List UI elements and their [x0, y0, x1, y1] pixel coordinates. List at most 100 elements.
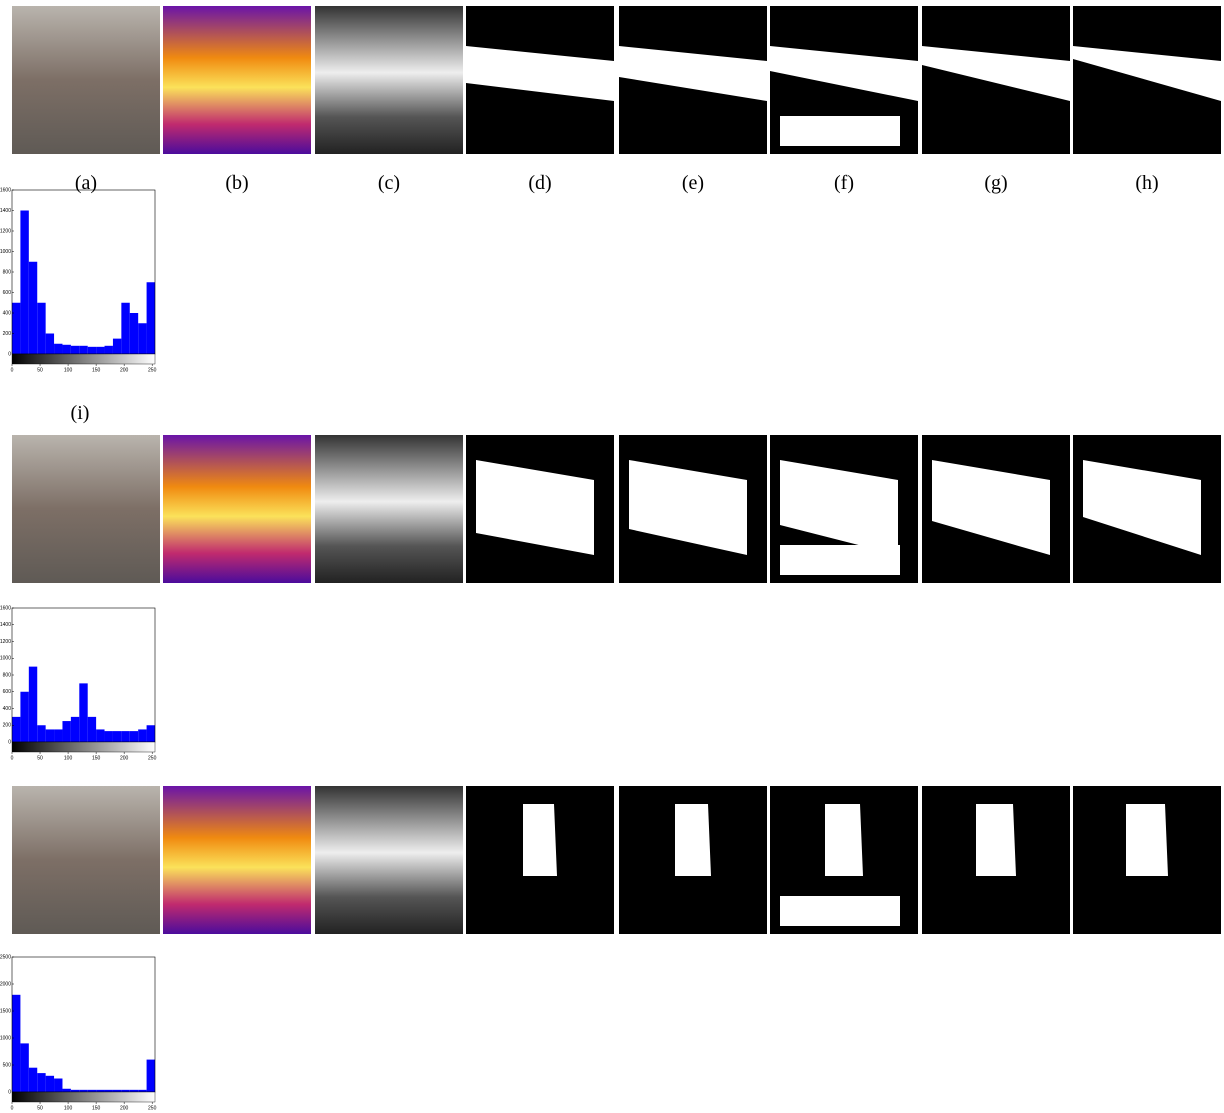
colorbar — [11, 741, 156, 753]
histogram-bar — [28, 1067, 38, 1092]
histogram-bar — [70, 716, 80, 742]
x-tick-label: 250 — [148, 1105, 157, 1111]
mask-region — [675, 804, 711, 876]
histogram-bar — [87, 346, 97, 354]
histogram-bar — [146, 1059, 155, 1092]
histogram-bar — [54, 343, 63, 354]
histogram-bar — [87, 1089, 97, 1092]
histogram-bar — [45, 1075, 55, 1092]
x-tick-label: 0 — [11, 1105, 14, 1111]
histogram-bar — [146, 725, 155, 742]
y-tick-label: 1200 — [0, 228, 11, 234]
x-tick-label: 100 — [64, 367, 73, 373]
histogram-bar — [12, 302, 21, 354]
y-tick-label: 800 — [3, 269, 12, 275]
mask-region — [1126, 804, 1168, 876]
histogram-bar — [45, 333, 55, 354]
mask-region — [466, 46, 614, 101]
panel-label: (b) — [225, 172, 248, 194]
y-tick-label: 0 — [8, 739, 11, 745]
mask-region — [825, 804, 863, 876]
panel-label: (e) — [682, 172, 704, 194]
histogram-bar — [20, 210, 29, 354]
histogram-bar — [104, 345, 113, 354]
histogram-bar — [121, 731, 130, 742]
histogram-bar — [70, 345, 80, 354]
x-tick-label: 0 — [11, 367, 14, 373]
histogram-bar — [20, 691, 29, 742]
histogram-bar — [12, 716, 21, 742]
x-tick-label: 250 — [148, 755, 157, 761]
y-tick-label: 1400 — [0, 208, 11, 214]
mask-region — [523, 804, 557, 876]
image-panel — [163, 435, 311, 583]
mask-region — [1073, 46, 1221, 101]
histogram-bar — [129, 1089, 139, 1092]
panel-label: (g) — [984, 172, 1007, 194]
x-tick-label: 0 — [11, 755, 14, 761]
y-tick-label: 200 — [3, 723, 12, 729]
mask-region — [780, 460, 898, 555]
colorbar — [11, 353, 156, 365]
mask-region — [1083, 460, 1201, 555]
histogram-bar — [112, 731, 122, 742]
y-tick-label: 800 — [3, 672, 12, 678]
x-tick-label: 150 — [92, 755, 101, 761]
x-tick-label: 100 — [64, 755, 73, 761]
y-tick-label: 2500 — [0, 954, 11, 960]
histogram-bar — [87, 716, 97, 742]
mask-region — [619, 46, 767, 101]
x-tick-label: 150 — [92, 1105, 101, 1111]
histogram-bar — [12, 994, 21, 1092]
panel-label: (h) — [1135, 172, 1158, 194]
image-panel — [315, 786, 463, 934]
histogram-bar — [45, 729, 55, 742]
mask-region — [476, 460, 594, 555]
y-tick-label: 400 — [3, 706, 12, 712]
histogram-bar — [96, 1089, 105, 1092]
histogram-bar — [79, 1089, 88, 1092]
x-tick-label: 50 — [37, 367, 43, 373]
histogram-bar — [112, 1089, 122, 1092]
histogram-bar — [62, 1088, 71, 1092]
histogram-bar — [54, 729, 63, 742]
histogram-bar — [54, 1078, 63, 1092]
histogram-bar — [37, 1073, 46, 1092]
mask-region — [629, 460, 747, 555]
histogram-bar — [79, 683, 88, 742]
x-tick-label: 100 — [64, 1105, 73, 1111]
mask-region — [932, 460, 1050, 555]
x-tick-label: 50 — [37, 1105, 43, 1111]
x-tick-label: 200 — [120, 1105, 129, 1111]
histogram-bar — [129, 313, 139, 354]
histogram-bar — [104, 731, 113, 742]
mask-region — [770, 46, 918, 101]
mask-region — [780, 545, 900, 575]
y-tick-label: 1000 — [0, 249, 11, 255]
y-tick-label: 0 — [8, 1089, 11, 1095]
histogram-bar — [37, 302, 46, 354]
image-panel — [12, 6, 160, 154]
mask-region — [922, 46, 1070, 101]
y-tick-label: 600 — [3, 290, 12, 296]
histogram-bar — [121, 1089, 130, 1092]
panel-label: (c) — [378, 172, 400, 194]
y-tick-label: 1600 — [0, 605, 11, 611]
histogram-bar — [129, 731, 139, 742]
colorbar — [11, 1091, 156, 1103]
image-panel — [315, 435, 463, 583]
histogram-bar — [28, 261, 38, 354]
histogram-bar — [96, 729, 105, 742]
y-tick-label: 2000 — [0, 981, 11, 987]
image-panel — [315, 6, 463, 154]
image-panel — [163, 786, 311, 934]
x-tick-label: 50 — [37, 755, 43, 761]
y-tick-label: 1500 — [0, 1008, 11, 1014]
histogram-bar — [20, 1043, 29, 1092]
y-tick-label: 1600 — [0, 187, 11, 193]
y-tick-label: 1000 — [0, 656, 11, 662]
y-tick-label: 0 — [8, 351, 11, 357]
x-tick-label: 200 — [120, 367, 129, 373]
histogram-bar — [138, 323, 147, 354]
